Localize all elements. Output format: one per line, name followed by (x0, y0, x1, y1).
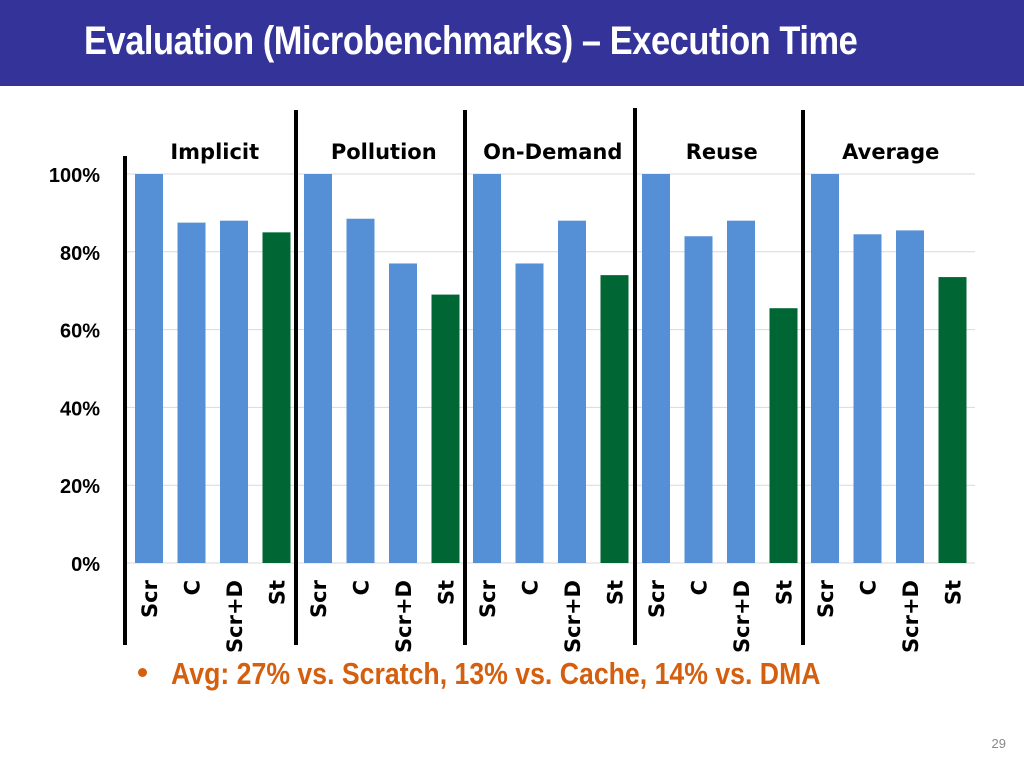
group-label: On-Demand (483, 140, 622, 164)
x-tick-label: C (857, 580, 881, 595)
group-label: Reuse (686, 140, 758, 164)
x-tick-label: Scr (645, 579, 669, 618)
y-tick-label: 40% (60, 398, 100, 420)
bar (304, 174, 332, 563)
title-bar: Evaluation (Microbenchmarks) – Execution… (0, 0, 1024, 86)
bar (558, 220, 586, 563)
x-tick-label: Scr+D (561, 580, 585, 653)
x-tick-label: St (942, 580, 966, 605)
bar (177, 222, 206, 563)
y-tick-label: 100% (49, 165, 100, 187)
x-tick-label: Scr (307, 579, 331, 618)
y-tick-label: 60% (60, 321, 100, 343)
x-tick-label: St (266, 580, 290, 605)
x-tick-label: C (350, 580, 374, 595)
x-tick-label: St (604, 580, 628, 605)
x-tick-label: Scr+D (730, 580, 754, 653)
x-tick-label: C (181, 580, 205, 595)
bar (515, 263, 544, 563)
bar (642, 174, 670, 563)
y-tick-label: 80% (60, 243, 100, 265)
bar (346, 218, 375, 564)
bar (473, 174, 501, 563)
x-tick-label: Scr+D (899, 580, 923, 653)
group-label: Implicit (170, 140, 259, 164)
bar (896, 230, 924, 563)
x-tick-label: Scr+D (392, 580, 416, 653)
summary-text: Avg: 27% vs. Scratch, 13% vs. Cache, 14%… (171, 656, 821, 691)
group-label: Pollution (331, 140, 437, 164)
bar (600, 275, 629, 563)
x-tick-label: St (435, 580, 459, 605)
y-tick-label: 0% (71, 554, 100, 576)
bar (220, 220, 248, 563)
bullet-dot-icon (138, 668, 147, 678)
bar (684, 236, 713, 564)
bar (262, 232, 291, 563)
x-tick-label: Scr (476, 579, 500, 618)
y-tick-label: 20% (60, 476, 100, 498)
page-number: 29 (991, 736, 1006, 751)
bar (431, 294, 460, 563)
summary-bullet: Avg: 27% vs. Scratch, 13% vs. Cache, 14%… (138, 656, 926, 692)
x-tick-label: Scr+D (223, 580, 247, 653)
x-tick-label: C (688, 580, 712, 595)
x-tick-label: Scr (138, 579, 162, 618)
slide-title: Evaluation (Microbenchmarks) – Execution… (84, 19, 858, 63)
bar (853, 234, 882, 564)
bar (938, 277, 967, 563)
bar (811, 174, 839, 563)
x-tick-label: Scr (814, 579, 838, 618)
bar (135, 174, 163, 563)
bar (727, 220, 755, 563)
bar (769, 308, 798, 563)
x-tick-label: St (773, 580, 797, 605)
group-label: Average (842, 140, 939, 164)
x-tick-label: C (519, 580, 543, 595)
bar (389, 263, 417, 563)
